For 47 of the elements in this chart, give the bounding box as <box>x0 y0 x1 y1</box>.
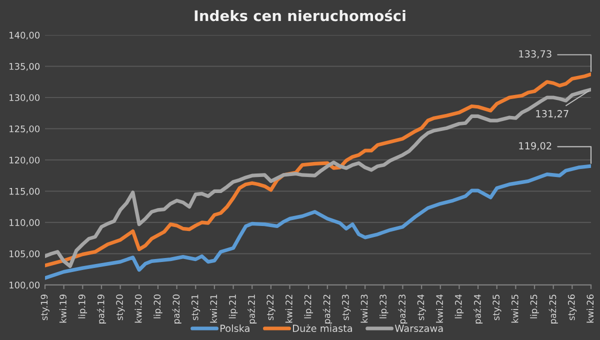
x-tick-label: paź.25 <box>548 294 558 324</box>
x-tick-label: paź.24 <box>473 294 483 324</box>
x-tick-label: kwi.26 <box>586 294 594 323</box>
x-tick-label: paź.22 <box>322 294 332 324</box>
x-tick-label: lip.22 <box>304 294 313 318</box>
y-tick-label: 115,00 <box>10 188 40 196</box>
x-tick-label: kwi.22 <box>285 294 292 323</box>
line-series <box>45 164 591 280</box>
x-tick-label: lip.20 <box>154 294 162 318</box>
x-tick-label: sty.23 <box>342 294 351 320</box>
y-tick-label: 130,00 <box>10 94 40 102</box>
annotation: 119,02 <box>519 142 552 150</box>
x-tick-label: kwi.19 <box>59 294 66 323</box>
x-tick-label: paź.19 <box>96 294 106 324</box>
x-tick-label: kwi.23 <box>360 294 368 323</box>
x-tick-label: kwi.20 <box>134 294 142 323</box>
x-tick-label: lip.25 <box>530 294 539 318</box>
x-tick-label: lip.24 <box>454 294 464 318</box>
x-tick-label: sty.22 <box>266 294 276 320</box>
x-tick-label: paź.23 <box>398 294 408 324</box>
x-tick-label: sty.25 <box>492 294 502 320</box>
y-tick-label: 105,00 <box>10 250 40 258</box>
x-tick-label: kwi.21 <box>210 294 217 323</box>
x-tick-label: sty.19 <box>40 294 50 320</box>
legend-label: Warszawa <box>394 324 443 332</box>
x-tick-label: lip.21 <box>228 294 238 318</box>
x-tick-label: sty.21 <box>191 294 200 320</box>
y-tick-label: 110,00 <box>10 219 40 227</box>
x-tick-label: lip.19 <box>78 294 88 318</box>
annotation: 131,27 <box>536 110 568 118</box>
y-tick-label: 125,00 <box>10 125 40 134</box>
y-tick-label: 120,00 <box>10 156 40 164</box>
x-tick-label: lip.23 <box>380 294 388 318</box>
y-tick-label: 135,00 <box>10 62 40 71</box>
x-tick-label: paź.21 <box>248 294 257 324</box>
legend-label: Polska <box>220 324 250 332</box>
legend-label: Duże miasta <box>293 324 352 332</box>
x-tick-label: kwi.24 <box>436 294 443 323</box>
y-tick-label: 100,00 <box>10 282 40 290</box>
chart-title: Indeks cen nieruchomości <box>194 9 406 22</box>
annotation: 133,73 <box>519 50 552 59</box>
y-tick-label: 140,00 <box>10 32 40 40</box>
x-tick-label: sty.24 <box>417 294 426 320</box>
x-tick-label: kwi.25 <box>511 294 518 323</box>
x-tick-label: paź.20 <box>172 294 182 324</box>
x-tick-label: sty.20 <box>116 294 125 320</box>
x-tick-label: sty.26 <box>568 294 577 320</box>
